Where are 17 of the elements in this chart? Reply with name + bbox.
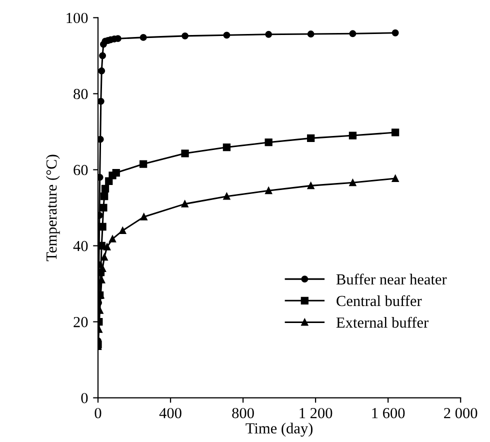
legend-label: Central buffer [336, 295, 422, 306]
y-tick-label: 60 [74, 164, 88, 176]
x-tick-label: 1 200 [300, 408, 332, 418]
x-tick-label: 1 600 [372, 408, 405, 418]
x-tick-label: 0 [94, 408, 102, 418]
y-tick-label: 80 [74, 88, 88, 100]
x-axis-title: Time (day) [246, 422, 313, 437]
x-tick-label: 800 [232, 408, 254, 418]
y-tick-label: 40 [73, 240, 88, 252]
x-tick-label: 400 [159, 408, 182, 418]
y-tick-label: 100 [66, 12, 88, 24]
legend-label: External buffer [336, 316, 428, 328]
legend-label: Buffer near heater [336, 274, 447, 285]
y-tick-label: 20 [74, 316, 88, 328]
y-axis-title: Temperature (°C) [46, 154, 60, 262]
x-tick-label: 2 000 [444, 408, 478, 418]
y-tick-label: 0 [81, 392, 88, 404]
